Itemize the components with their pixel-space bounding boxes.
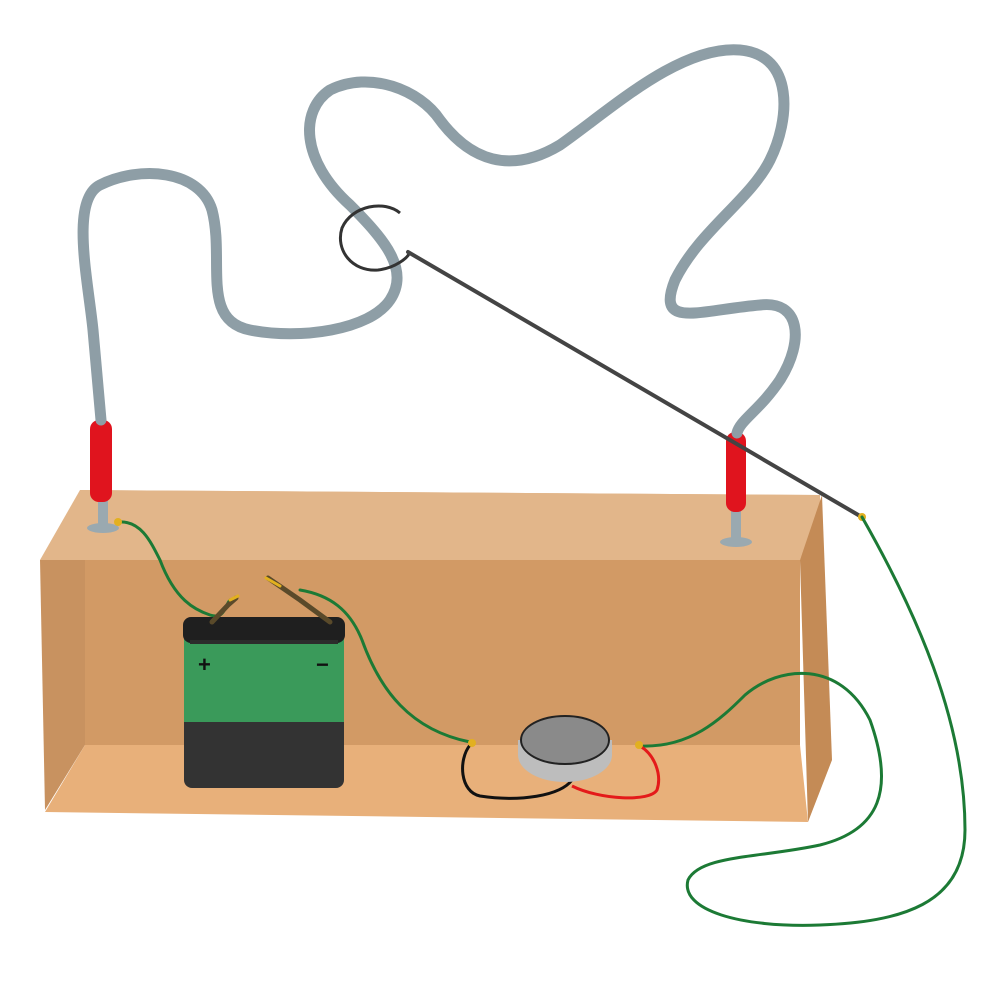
buzzer-black-lead <box>461 744 574 800</box>
battery: + − <box>183 575 345 788</box>
buzzer-right-connector <box>635 741 643 749</box>
battery-positive-label: + <box>198 652 211 677</box>
battery-top-highlight <box>190 640 338 644</box>
left-post-connector <box>114 518 122 526</box>
wire-battery-negative-to-buzzer <box>298 588 472 744</box>
buzzer-body <box>520 715 610 765</box>
buzzer-left-connector <box>468 739 476 747</box>
battery-positive-terminal <box>209 595 239 625</box>
left-post <box>87 420 119 533</box>
battery-negative-terminal-tip <box>264 576 282 588</box>
battery-green-label <box>184 630 344 722</box>
left-red-handle <box>90 420 112 502</box>
wooden-box <box>40 490 832 822</box>
box-left-side <box>40 560 85 810</box>
battery-top <box>183 617 345 643</box>
right-post-stem <box>731 505 741 543</box>
battery-negative-label: − <box>316 652 329 677</box>
right-post <box>720 432 752 547</box>
wire-buzzer-to-loop <box>638 515 967 927</box>
box-floor <box>45 745 808 822</box>
box-right-side <box>800 495 832 822</box>
probe-rod[interactable] <box>406 250 862 518</box>
battery-positive-terminal-tip <box>228 594 240 602</box>
left-post-stem <box>98 495 108 529</box>
probe-loop[interactable] <box>339 204 412 272</box>
box-top-edge <box>40 490 820 560</box>
maze-wire[interactable] <box>77 44 801 439</box>
buzzer <box>461 715 661 800</box>
buzzer-red-lead <box>571 744 661 800</box>
right-red-handle <box>726 432 746 512</box>
